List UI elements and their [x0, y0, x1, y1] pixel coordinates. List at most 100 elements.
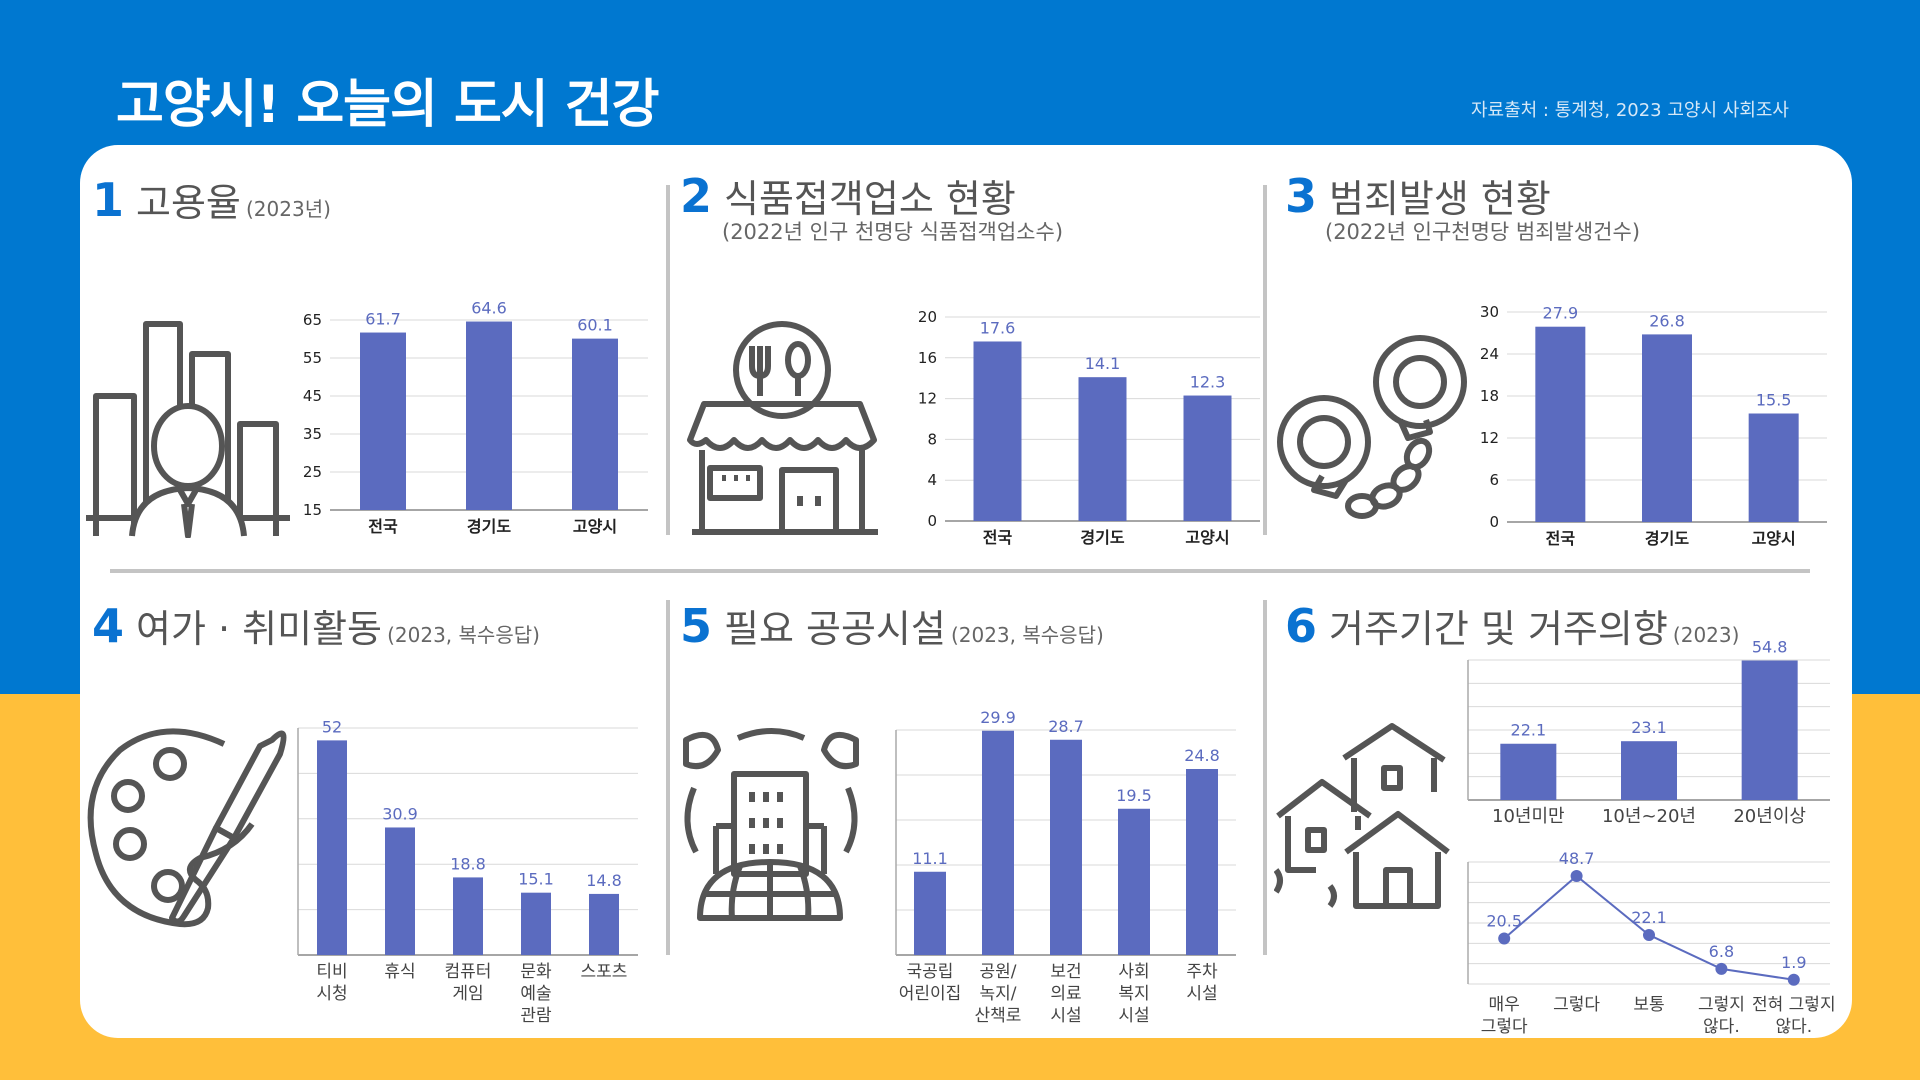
- x-tick-label: 컴퓨터 게임: [445, 962, 492, 1004]
- divider-3: [666, 600, 670, 955]
- x-tick-label-line: 주차: [1186, 962, 1218, 982]
- food-service-chart: 0 4 8 12 16 20 17.6 전국 14.1 경기도 12.3 고양시: [918, 308, 1260, 547]
- x-tick-label-line: 사회: [1118, 962, 1149, 982]
- section-subtitle: (2023, 복수응답): [950, 623, 1104, 647]
- x-tick-label: 문화 예술 관람: [520, 962, 552, 1026]
- data-label: 11.1: [912, 849, 948, 868]
- x-tick-label-line: 경기도: [1080, 528, 1124, 547]
- bar: [1500, 743, 1557, 800]
- x-tick-label: 20년이상: [1733, 806, 1806, 827]
- data-label: 28.7: [1048, 717, 1084, 736]
- x-tick-label: 그렇지 않다.: [1698, 995, 1745, 1037]
- data-label: 17.6: [980, 318, 1016, 337]
- y-tick-label: 24: [1480, 345, 1499, 363]
- section-3-heading: 3 범죄발생 현황: [1285, 168, 1551, 223]
- x-tick-label-line: 시청: [316, 984, 347, 1004]
- data-label: 52: [322, 717, 342, 736]
- x-tick-label: 그렇다: [1553, 995, 1600, 1015]
- crime-rate-chart: 0 6 12 18 24 30 27.9 전국 26.8 경기도 15.5 고양시: [1480, 303, 1827, 548]
- x-tick-label-line: 전국: [1546, 529, 1576, 548]
- data-label: 14.8: [586, 871, 622, 890]
- section-number: 4: [92, 599, 125, 653]
- data-label: 1.9: [1781, 953, 1806, 972]
- x-tick-label-line: 시설: [1050, 1006, 1081, 1026]
- bar: [589, 893, 619, 955]
- bar: [914, 871, 946, 955]
- x-tick-label-line: 보통: [1633, 995, 1664, 1015]
- section-number: 5: [680, 599, 713, 653]
- x-tick-label-line: 않다.: [1775, 1017, 1812, 1037]
- x-tick-label-line: 10년미만: [1492, 806, 1565, 827]
- y-tick-label: 30: [1480, 303, 1499, 321]
- bar: [1118, 808, 1150, 955]
- bar: [360, 332, 406, 510]
- divider-2: [1263, 185, 1267, 535]
- data-label: 15.1: [518, 870, 554, 889]
- data-point: [1498, 932, 1511, 945]
- y-tick-label: 0: [1489, 513, 1499, 531]
- data-point: [1643, 928, 1655, 941]
- x-tick-label-line: 매우: [1489, 995, 1520, 1015]
- employment-rate-chart: 15 25 35 45 55 65 61.7 전국 64.6 경기도 60.1 고양시: [303, 299, 648, 536]
- x-tick-label-line: 녹지/: [979, 984, 1016, 1004]
- section-title: 식품접객업소 현황: [724, 177, 1016, 221]
- x-tick-label-line: 국공립: [907, 962, 954, 982]
- x-tick-label-line: 그렇다: [1481, 1017, 1528, 1037]
- data-label: 23.1: [1631, 718, 1667, 737]
- restaurant-icon: [687, 321, 878, 535]
- x-tick-label: 10년~20년: [1602, 806, 1696, 827]
- x-tick-label-line: 티비: [316, 962, 347, 982]
- x-tick-label: 전국: [368, 517, 398, 536]
- section-number: 3: [1285, 169, 1318, 223]
- x-tick-label-line: 휴식: [384, 962, 415, 982]
- section-subtitle: (2023, 복수응답): [387, 623, 540, 647]
- x-tick-label: 스포츠: [581, 962, 628, 982]
- section-1-heading: 1 고용율 (2023년): [92, 172, 331, 227]
- x-tick-label-line: 스포츠: [581, 962, 628, 982]
- x-tick-label: 고양시: [573, 517, 617, 536]
- content-panel: [80, 145, 1852, 1038]
- handcuffs-icon: [1277, 335, 1467, 519]
- x-tick-label-line: 경기도: [467, 517, 511, 536]
- y-tick-label: 12: [918, 390, 937, 408]
- section-title: 범죄발생 현황: [1329, 177, 1551, 221]
- x-tick-label: 전국: [983, 528, 1013, 547]
- section-number: 6: [1285, 599, 1318, 653]
- data-label: 24.8: [1184, 746, 1220, 765]
- x-tick-label: 전국: [1546, 529, 1576, 548]
- data-label: 29.9: [980, 708, 1016, 727]
- data-label: 6.8: [1709, 942, 1734, 961]
- x-tick-label: 보건 의료 시설: [1050, 962, 1081, 1026]
- bar: [1748, 413, 1799, 522]
- section-4-heading: 4 여가 · 취미활동 (2023, 복수응답): [92, 598, 540, 653]
- divider-1: [666, 185, 670, 535]
- x-tick-label-line: 시설: [1186, 984, 1217, 1004]
- x-tick-label-line: 전국: [368, 517, 398, 536]
- leisure-activities-chart: 52 티비 시청 30.9 휴식 18.8 컴퓨터 게임 15.1 문화 예술 관람 14.8 스포츠: [297, 717, 638, 1026]
- data-label: 30.9: [382, 804, 418, 823]
- bar: [1621, 741, 1677, 800]
- y-tick-label: 25: [303, 463, 322, 481]
- bar: [1050, 739, 1082, 955]
- y-tick-label: 65: [303, 311, 322, 329]
- data-point: [1715, 962, 1728, 975]
- data-point: [1787, 973, 1800, 986]
- x-tick-label-line: 않다.: [1703, 1017, 1740, 1037]
- x-tick-label: 공원/녹지/산책로: [975, 962, 1022, 1026]
- x-tick-label-line: 예술: [520, 984, 551, 1004]
- x-tick-label: 경기도: [1645, 529, 1689, 548]
- x-tick-label-line: 관람: [520, 1006, 552, 1026]
- data-label: 20.5: [1486, 912, 1522, 931]
- y-tick-label: 15: [303, 501, 322, 519]
- x-tick-label: 매우 그렇다: [1481, 995, 1528, 1037]
- x-tick-label: 보통: [1633, 995, 1664, 1015]
- section-5-heading: 5 필요 공공시설 (2023, 복수응답): [680, 598, 1104, 653]
- y-tick-label: 45: [303, 387, 322, 405]
- bar: [317, 740, 347, 955]
- series-line: [1503, 874, 1794, 981]
- x-tick-label-line: 게임: [452, 984, 483, 1004]
- section-2-heading: 2 식품접객업소 현황: [680, 168, 1016, 223]
- section-number: 1: [92, 173, 125, 227]
